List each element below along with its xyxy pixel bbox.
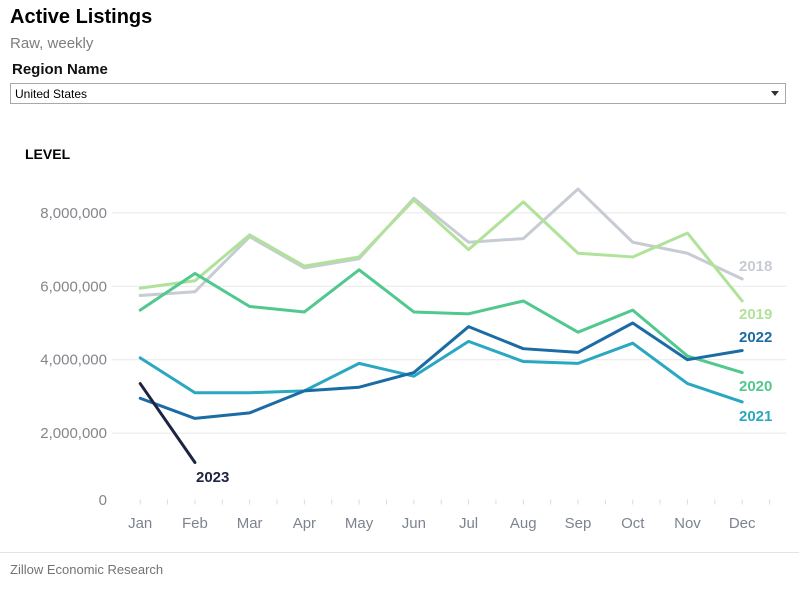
region-filter-label: Region Name — [12, 61, 108, 78]
y-tick-label: 4,000,000 — [40, 352, 107, 369]
x-tick-label: May — [345, 515, 374, 532]
y-tick-label: 0 — [99, 492, 107, 509]
x-tick-label: Jun — [402, 515, 426, 532]
series-label-2023: 2023 — [196, 469, 229, 486]
page-subtitle: Raw, weekly — [10, 35, 94, 52]
x-tick-label: Mar — [237, 515, 263, 532]
x-tick-label: Apr — [293, 515, 316, 532]
footer-divider — [0, 552, 799, 553]
series-line-2018 — [138, 187, 744, 297]
x-tick-label: Nov — [674, 515, 701, 532]
y-axis-title: LEVEL — [25, 146, 71, 162]
series-label-2020: 2020 — [739, 378, 772, 395]
region-select[interactable]: United States — [10, 83, 786, 104]
x-tick-label: Feb — [182, 515, 208, 532]
series-label-2022: 2022 — [739, 329, 772, 346]
x-tick-label: Dec — [729, 515, 756, 532]
region-select-wrapper: United States — [10, 83, 786, 104]
y-tick-label: 6,000,000 — [40, 278, 107, 295]
x-tick-label: Jul — [459, 515, 478, 532]
series-line-2022 — [138, 321, 744, 420]
series-label-2019: 2019 — [739, 306, 772, 323]
series-label-2018: 2018 — [739, 258, 772, 275]
series-line-2019 — [138, 198, 744, 303]
series-line-2023 — [138, 382, 197, 464]
series-label-2021: 2021 — [739, 408, 772, 425]
x-tick-label: Aug — [510, 515, 537, 532]
page-title: Active Listings — [10, 6, 153, 28]
y-tick-label: 2,000,000 — [40, 425, 107, 442]
series-line-2021 — [138, 339, 744, 404]
x-tick-label: Sep — [565, 515, 592, 532]
series-line-2020 — [138, 268, 744, 375]
y-tick-label: 8,000,000 — [40, 205, 107, 222]
x-tick-label: Oct — [621, 515, 645, 532]
x-tick-label: Jan — [128, 515, 152, 532]
footer-credit: Zillow Economic Research — [10, 562, 164, 577]
